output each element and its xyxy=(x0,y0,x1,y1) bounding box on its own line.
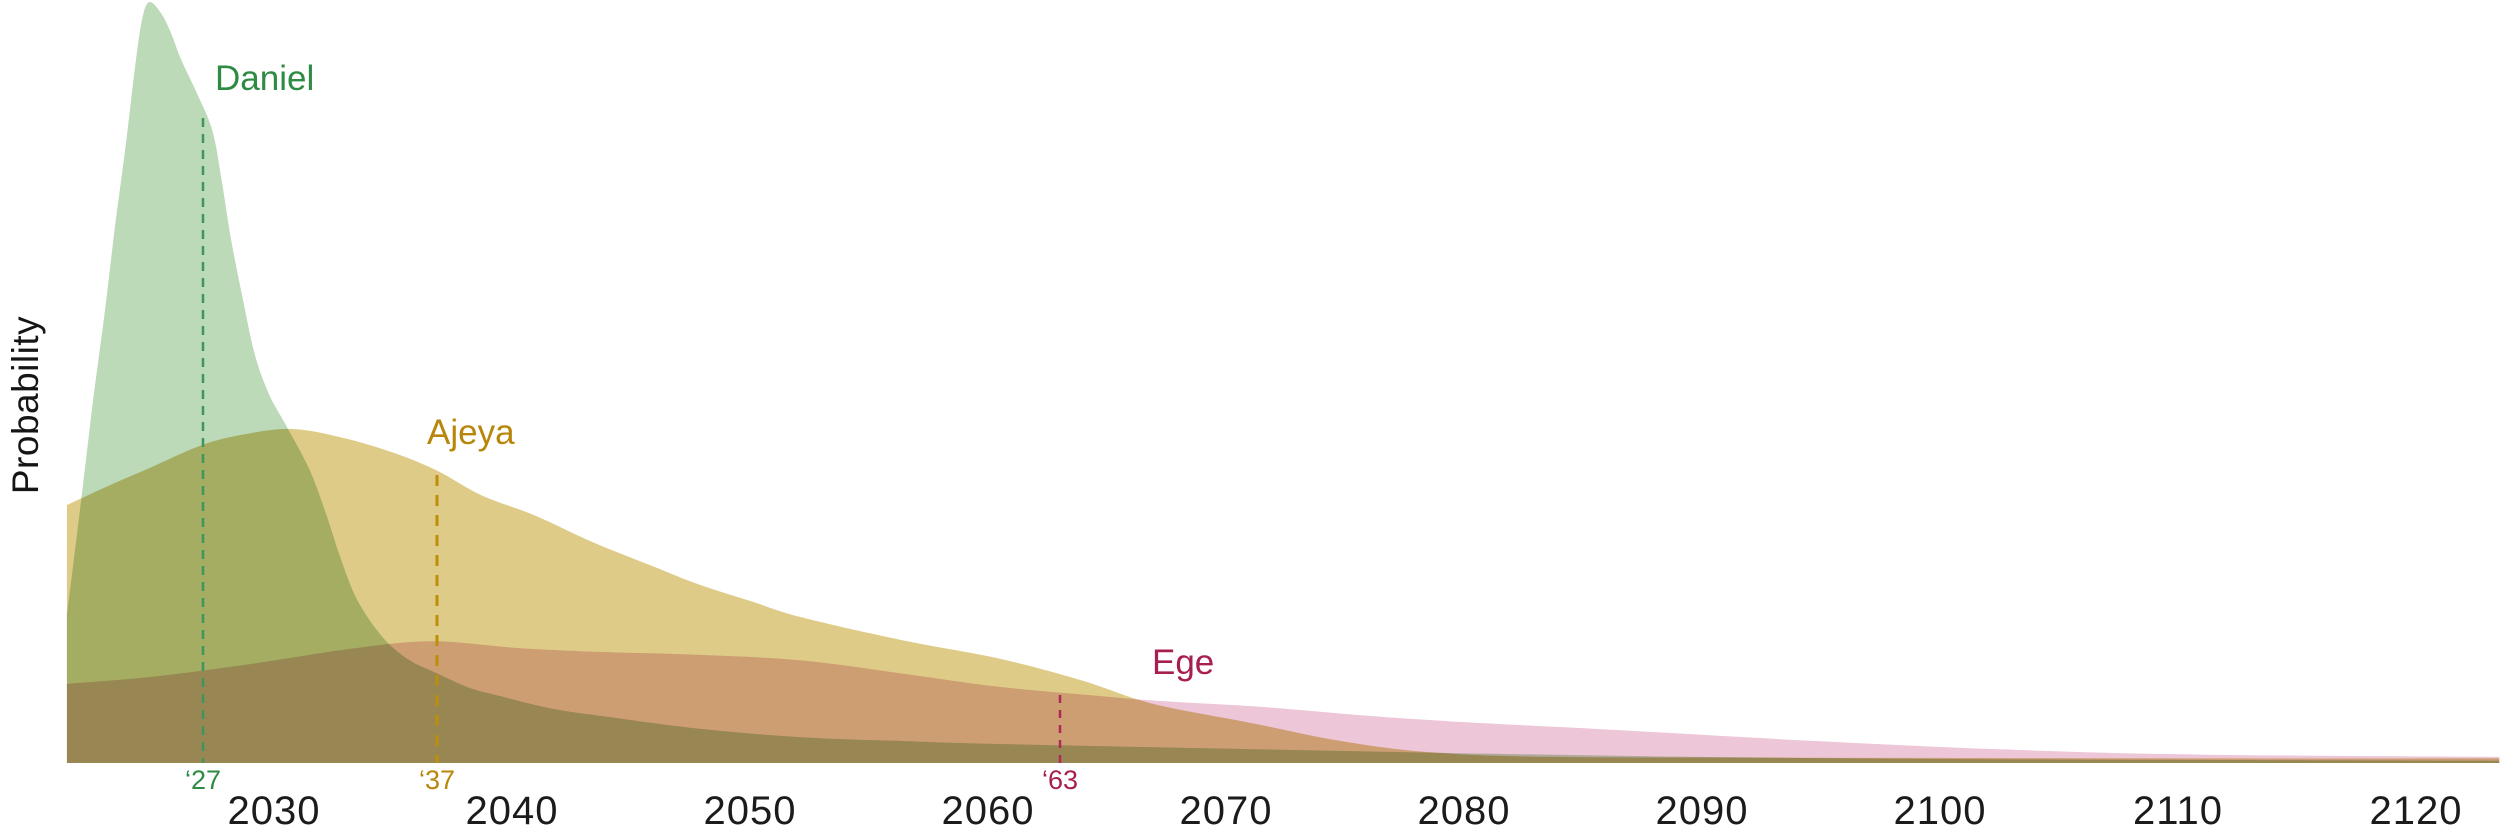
density-area-ajeya xyxy=(66,428,2500,763)
y-axis-label: Probability xyxy=(5,315,46,495)
x-tick-label-2040: 2040 xyxy=(465,789,559,833)
x-tick-label-2030: 2030 xyxy=(227,789,321,833)
median-label-ege: ‘63 xyxy=(1041,765,1079,795)
series-label-ajeya: Ajeya xyxy=(427,413,515,452)
x-tick-label-2080: 2080 xyxy=(1417,789,1511,833)
series-label-ege: Ege xyxy=(1152,643,1215,682)
x-tick-label-2110: 2110 xyxy=(2132,789,2224,833)
x-tick-label-2090: 2090 xyxy=(1655,789,1749,833)
series-label-daniel: Daniel xyxy=(215,59,315,98)
x-tick-label-2060: 2060 xyxy=(941,789,1035,833)
x-tick-label-2120: 2120 xyxy=(2369,789,2463,833)
x-tick-label-2050: 2050 xyxy=(703,789,797,833)
x-tick-label-2100: 2100 xyxy=(1893,789,1987,833)
x-tick-label-2070: 2070 xyxy=(1179,789,1273,833)
median-label-daniel: ‘27 xyxy=(184,765,222,795)
density-area-daniel xyxy=(66,2,2500,763)
median-label-ajeya: ‘37 xyxy=(418,765,456,795)
